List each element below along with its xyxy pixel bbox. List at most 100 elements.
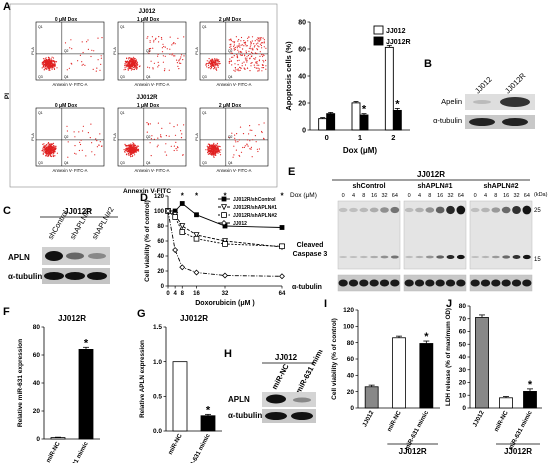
blot-band <box>44 272 64 280</box>
flow-event-dot <box>233 45 235 48</box>
flow-event-dot <box>52 154 54 156</box>
bar <box>392 337 406 409</box>
group-label: JJ012R <box>399 447 427 456</box>
flow-event-dot <box>77 60 79 62</box>
flow-event-dot <box>237 68 239 70</box>
flow-event-dot <box>56 67 58 69</box>
flow-event-dot <box>55 145 57 148</box>
y-tick-label: 60 <box>459 329 467 336</box>
legend-label: JJ012R/shAPLN#1 <box>233 205 277 211</box>
flow-event-dot <box>101 145 103 147</box>
flow-event-dot <box>100 63 102 65</box>
flow-event-dot <box>46 68 48 70</box>
flow-event-dot <box>157 53 159 56</box>
flow-event-dot <box>236 133 238 135</box>
y-axis-label: Cell viability (% of control) <box>144 200 151 282</box>
flow-event-dot <box>207 147 209 149</box>
blot-band <box>349 255 358 259</box>
flow-quadrant-label: Q2 <box>228 135 233 139</box>
flow-event-dot <box>241 51 243 53</box>
flow-event-dot <box>230 45 232 47</box>
flow-event-dot <box>260 42 263 44</box>
flow-event-dot <box>128 63 130 65</box>
flow-event-dot <box>258 64 260 66</box>
flow-event-dot <box>130 69 132 71</box>
flow-event-dot <box>128 152 130 154</box>
flow-event-dot <box>263 138 265 140</box>
flow-event-dot <box>131 58 133 60</box>
flow-event-dot <box>51 146 53 148</box>
flow-event-dot <box>158 64 160 66</box>
flow-event-dot <box>240 36 243 39</box>
flow-event-dot <box>126 149 128 151</box>
flow-event-dot <box>43 145 46 147</box>
flow-event-dot <box>82 63 84 65</box>
flow-event-dot <box>214 58 216 60</box>
flow-event-dot <box>43 143 45 145</box>
flow-event-dot <box>261 47 263 49</box>
flow-event-dot <box>125 153 128 155</box>
ldh-release-chart: 0 10 20 30 40 50 60 70 80 LDH release (% of maxim… <box>445 303 542 456</box>
flow-event-dot <box>256 52 258 55</box>
flow-event-dot <box>131 65 133 67</box>
line-marker <box>179 229 186 235</box>
flow-event-dot <box>207 143 209 145</box>
flow-event-dot <box>84 64 86 66</box>
flow-event-dot <box>174 134 177 136</box>
flow-event-dot <box>263 41 265 43</box>
flow-event-dot <box>238 51 240 53</box>
y-tick-label: 20 <box>298 101 306 108</box>
flow-event-dot <box>87 39 89 41</box>
flow-event-dot <box>53 148 56 150</box>
flow-event-dot <box>152 68 154 70</box>
flow-event-dot <box>53 64 55 67</box>
flow-event-dot <box>161 51 164 53</box>
flow-event-dot <box>126 145 128 147</box>
flow-event-dot <box>48 58 51 60</box>
flow-event-dot <box>132 68 134 71</box>
flow-event-dot <box>237 49 239 51</box>
flow-event-dot <box>96 140 98 142</box>
flow-event-dot <box>259 55 261 58</box>
flow-event-dot <box>79 54 81 57</box>
flow-event-dot <box>248 133 250 135</box>
blot-lane-label: shControl <box>46 208 70 241</box>
flow-event-dot <box>249 148 251 150</box>
x-tick-label: miR-631 mimic <box>63 440 90 463</box>
y-tick-label: 100 <box>154 209 165 215</box>
y-tick-label: 100 <box>343 324 354 331</box>
flow-event-dot <box>125 60 127 63</box>
flow-event-dot <box>230 48 232 50</box>
flow-event-dot <box>236 55 239 57</box>
flow-event-dot <box>47 155 49 157</box>
blot-band <box>481 207 490 213</box>
flow-quadrant-label: Q3 <box>202 161 207 165</box>
blot-row-label: α-tubulin <box>292 284 322 291</box>
flow-event-dot <box>48 147 50 150</box>
flow-event-dot <box>47 68 49 70</box>
blot-band <box>370 255 379 259</box>
x-tick-label: miR-631 mimic <box>403 409 430 451</box>
blot-band <box>369 207 379 213</box>
flow-event-dot <box>135 62 138 64</box>
flow-event-dot <box>86 41 88 43</box>
flow-event-dot <box>260 39 262 41</box>
flow-event-dot <box>219 151 221 153</box>
flow-event-dot <box>230 40 232 42</box>
flow-event-dot <box>157 144 159 146</box>
flow-event-dot <box>173 126 175 128</box>
flow-quadrant-label: Q2 <box>228 49 233 53</box>
flow-event-dot <box>253 46 255 48</box>
flow-event-dot <box>208 62 210 64</box>
flow-event-dot <box>133 66 135 68</box>
flow-event-dot <box>153 39 155 41</box>
flow-event-dot <box>49 69 51 71</box>
flow-event-dot <box>254 135 256 137</box>
bar <box>384 46 394 131</box>
chart-title: JJ012R <box>58 314 86 323</box>
blot-band <box>45 251 63 261</box>
bar <box>359 114 369 131</box>
flow-event-dot <box>80 139 82 141</box>
flow-event-dot <box>180 130 182 132</box>
